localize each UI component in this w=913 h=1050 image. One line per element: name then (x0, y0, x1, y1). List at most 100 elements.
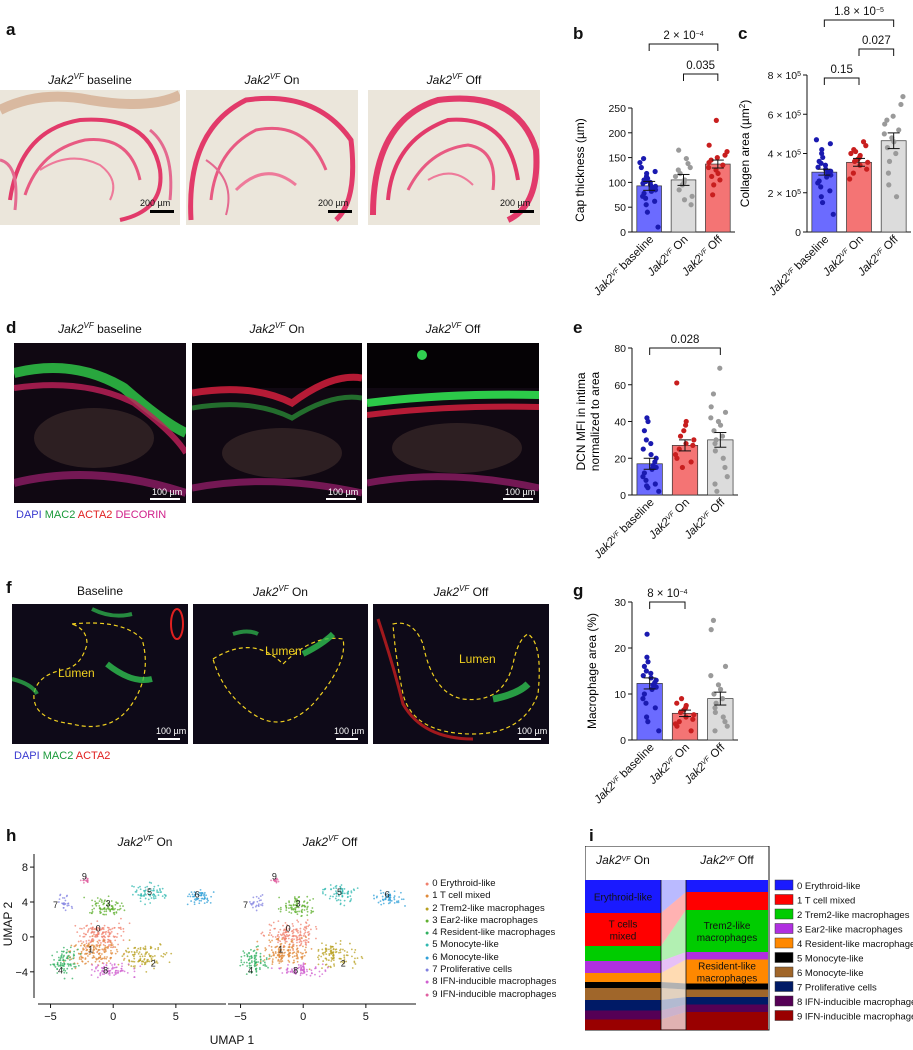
umap-point (333, 956, 335, 959)
umap-point (120, 917, 122, 920)
umap-point (328, 948, 330, 951)
legend-item: ● 7 Proliferative cells (425, 964, 556, 976)
stacked-segment (585, 1019, 661, 1030)
umap-point (284, 942, 287, 944)
umap-point (132, 960, 134, 963)
data-point (674, 700, 680, 706)
umap-point (206, 901, 208, 904)
umap-point (262, 964, 265, 967)
umap-point (310, 928, 312, 931)
umap-point (149, 895, 152, 897)
segment-label: T cells (609, 920, 638, 931)
umap-point (294, 911, 297, 914)
umap-point (65, 895, 68, 898)
umap-point (400, 898, 403, 901)
umap-point (122, 905, 124, 907)
lumen-label: Lumen (265, 644, 302, 658)
umap-point (96, 897, 99, 899)
umap-point (144, 903, 146, 906)
collagen-image-on: 200 µm (186, 90, 358, 225)
umap-point (281, 957, 284, 960)
umap-point (404, 905, 406, 907)
umap-point (289, 970, 292, 973)
bar (846, 161, 872, 233)
umap-point (270, 924, 273, 927)
umap-point (137, 952, 140, 955)
significance-bracket (858, 48, 895, 56)
umap-point (356, 887, 359, 890)
umap-point (240, 955, 243, 958)
umap-point (96, 950, 99, 953)
umap-point (285, 907, 288, 909)
umap-point (278, 960, 281, 963)
y-tick-label: 0 (22, 932, 28, 944)
umap-point (99, 954, 102, 957)
p-value-label: 8 × 10−4 (647, 588, 687, 600)
umap-point (281, 954, 284, 957)
umap-point (112, 945, 115, 948)
umap-point (93, 907, 95, 910)
umap-point (380, 903, 383, 906)
significance-bracket (648, 43, 719, 51)
umap-point (98, 946, 101, 948)
umap-point (295, 929, 297, 931)
y-axis-label: DCN MFI in intimanormalized to area (574, 371, 602, 471)
stain-legend-d: DAPI MAC2 ACTA2 DECORIN (16, 509, 166, 521)
umap-point (317, 963, 320, 966)
umap-point (377, 901, 380, 904)
data-point (681, 197, 688, 203)
scalebar-label: 100 µm (328, 487, 359, 497)
legend-dot: ● (425, 930, 430, 938)
umap-point (380, 892, 382, 895)
data-point (675, 167, 681, 173)
y-tick-label: 200 (608, 128, 626, 140)
umap-point (153, 967, 155, 970)
umap-point (93, 956, 96, 959)
y-tick-label: 20 (614, 453, 626, 465)
umap-point (335, 895, 338, 898)
umap-point (326, 966, 329, 969)
umap-point (247, 959, 250, 962)
umap-point (372, 894, 375, 897)
umap-point (254, 905, 257, 908)
umap-point (203, 898, 205, 901)
data-point (719, 433, 726, 439)
umap-point (151, 963, 154, 966)
data-point (652, 481, 658, 487)
p-value-label: 2 × 10−4 (663, 30, 703, 42)
umap-point (101, 967, 104, 970)
umap-point (280, 908, 282, 911)
umap-point (142, 894, 144, 897)
umap-point (292, 949, 295, 952)
umap-point (349, 942, 351, 945)
umap-point (297, 931, 299, 934)
umap-point (250, 966, 253, 969)
cluster-label: 1 (278, 945, 283, 955)
umap-point (332, 947, 335, 950)
data-point (656, 728, 662, 734)
data-point (819, 199, 826, 206)
umap-point (62, 946, 65, 949)
umap-point (287, 963, 289, 966)
stacked-segment (585, 973, 661, 982)
umap-point (84, 952, 87, 955)
umap-point (285, 933, 288, 936)
legend-swatch (774, 981, 794, 992)
umap-point (60, 955, 63, 957)
umap-point (349, 899, 352, 902)
umap-point (387, 902, 390, 905)
umap-point (310, 912, 313, 914)
umap-point (325, 963, 328, 966)
umap-point (288, 901, 291, 904)
cluster-label: 7 (53, 900, 58, 910)
umap-point (139, 957, 142, 960)
umap-point (139, 900, 142, 903)
umap-point (206, 897, 209, 900)
umap-point (287, 959, 290, 962)
umap-point (131, 893, 134, 896)
umap-point (94, 900, 96, 903)
segment-label: Resident-like (698, 962, 756, 973)
data-point (900, 93, 906, 100)
umap-point (83, 927, 86, 929)
umap-point (69, 951, 71, 954)
